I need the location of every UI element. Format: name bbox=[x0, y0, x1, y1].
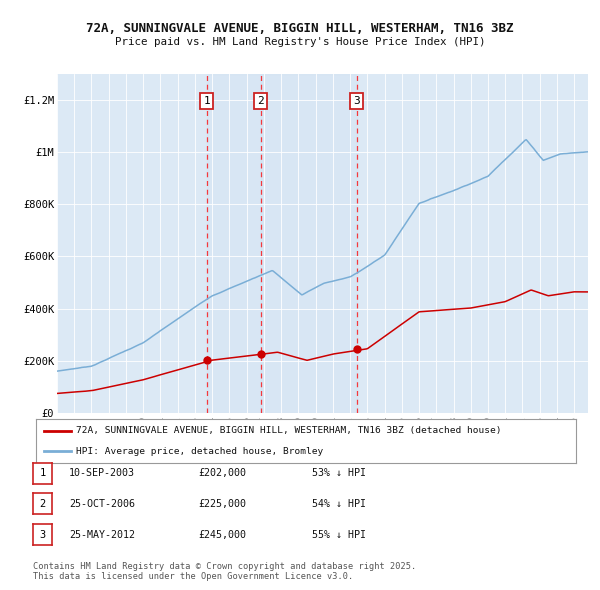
Text: 72A, SUNNINGVALE AVENUE, BIGGIN HILL, WESTERHAM, TN16 3BZ (detached house): 72A, SUNNINGVALE AVENUE, BIGGIN HILL, WE… bbox=[77, 427, 502, 435]
Text: £245,000: £245,000 bbox=[198, 530, 246, 539]
Text: Contains HM Land Registry data © Crown copyright and database right 2025.
This d: Contains HM Land Registry data © Crown c… bbox=[33, 562, 416, 581]
Text: £225,000: £225,000 bbox=[198, 499, 246, 509]
Text: 1: 1 bbox=[203, 96, 210, 106]
Text: Price paid vs. HM Land Registry's House Price Index (HPI): Price paid vs. HM Land Registry's House … bbox=[115, 37, 485, 47]
Text: 25-OCT-2006: 25-OCT-2006 bbox=[69, 499, 135, 509]
Text: 54% ↓ HPI: 54% ↓ HPI bbox=[312, 499, 366, 509]
Text: 3: 3 bbox=[40, 530, 46, 539]
Bar bbox=[207, 74, 260, 413]
Text: 2: 2 bbox=[40, 499, 46, 509]
Text: 55% ↓ HPI: 55% ↓ HPI bbox=[312, 530, 366, 539]
Text: £202,000: £202,000 bbox=[198, 468, 246, 478]
Text: 53% ↓ HPI: 53% ↓ HPI bbox=[312, 468, 366, 478]
Text: 2: 2 bbox=[257, 96, 264, 106]
Text: 1: 1 bbox=[40, 468, 46, 478]
Text: 3: 3 bbox=[353, 96, 360, 106]
Text: 25-MAY-2012: 25-MAY-2012 bbox=[69, 530, 135, 539]
Text: 72A, SUNNINGVALE AVENUE, BIGGIN HILL, WESTERHAM, TN16 3BZ: 72A, SUNNINGVALE AVENUE, BIGGIN HILL, WE… bbox=[86, 22, 514, 35]
Bar bbox=[260, 74, 357, 413]
Text: HPI: Average price, detached house, Bromley: HPI: Average price, detached house, Brom… bbox=[77, 447, 324, 455]
Text: 10-SEP-2003: 10-SEP-2003 bbox=[69, 468, 135, 478]
